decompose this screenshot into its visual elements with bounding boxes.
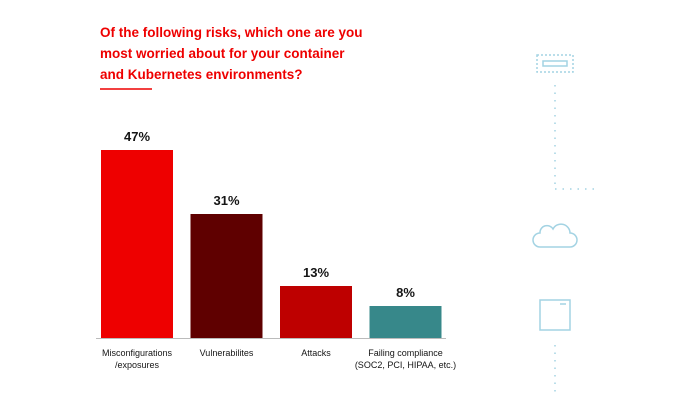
x-tick-label: Failing compliance (SOC2, PCI, HIPAA, et… xyxy=(354,348,457,370)
cloud-icon xyxy=(532,223,578,248)
value-label: 31% xyxy=(213,193,239,208)
value-label: 47% xyxy=(124,129,150,144)
box-icon xyxy=(539,299,571,331)
x-tick-label: Attacks xyxy=(301,348,331,358)
decoration xyxy=(532,54,596,392)
value-label: 8% xyxy=(396,285,415,300)
bar xyxy=(190,214,263,338)
chart-title: Of the following risks, which one are yo… xyxy=(100,25,363,82)
bar xyxy=(369,306,442,338)
bar xyxy=(101,150,173,338)
value-label: 13% xyxy=(303,265,329,280)
x-tick-label: Vulnerabilites xyxy=(199,348,254,358)
bar xyxy=(280,286,352,338)
server-slot xyxy=(542,60,568,67)
x-tick-label: Misconfigurations /exposures xyxy=(101,348,173,370)
server-icon xyxy=(536,54,574,73)
